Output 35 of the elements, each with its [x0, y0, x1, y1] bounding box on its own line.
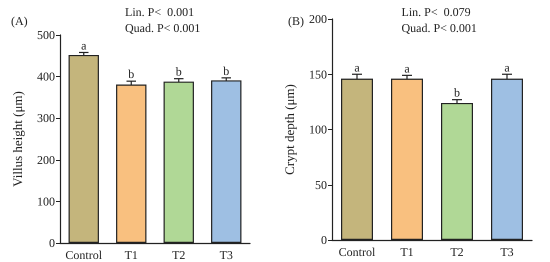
text: Lin. P< 0.079: [402, 5, 471, 19]
x-tick-label: T2: [172, 248, 186, 262]
annotation: b: [454, 86, 460, 100]
x-tick-label: T2: [450, 245, 464, 259]
annotation: a: [81, 38, 88, 52]
text: Quad. P< 0.001: [125, 21, 200, 35]
annotation: Quad. P< 0.001: [402, 21, 477, 35]
x-tick-label: T3: [500, 245, 514, 259]
x-tick-label: T3: [220, 248, 233, 262]
x-tick-label: Control: [338, 245, 376, 259]
x-tick-label: Control: [65, 248, 103, 262]
y-tick-label: 150: [309, 67, 327, 82]
y-tick-label: 0: [49, 236, 55, 250]
x-tick-label: T1: [400, 245, 414, 259]
annotation: a: [354, 60, 360, 74]
x-tick-label: T1: [124, 248, 138, 262]
annotation: b: [128, 67, 134, 82]
annotation: b: [223, 64, 230, 78]
y-axis-title: Crypt depth (μm): [282, 84, 297, 175]
y-tick-label: 400: [37, 70, 55, 84]
annotation: b: [176, 64, 182, 79]
y-tick-label: 500: [37, 28, 55, 42]
chart-title: (B): [288, 14, 304, 28]
y-tick-label: 200: [309, 12, 327, 26]
annotation: a: [404, 61, 410, 76]
y-tick-label: 50: [315, 178, 327, 192]
y-axis-title: Villus height (μm): [10, 91, 25, 187]
y-tick-label: 100: [309, 122, 327, 136]
y-tick-label: 200: [37, 152, 55, 167]
y-tick-label: 300: [37, 111, 55, 126]
y-tick-label: 0: [321, 233, 327, 247]
annotation: a: [504, 60, 510, 74]
chart-title: (A): [11, 14, 28, 28]
y-tick-label: 100: [37, 194, 55, 208]
text: Lin. P< 0.001: [125, 5, 194, 19]
